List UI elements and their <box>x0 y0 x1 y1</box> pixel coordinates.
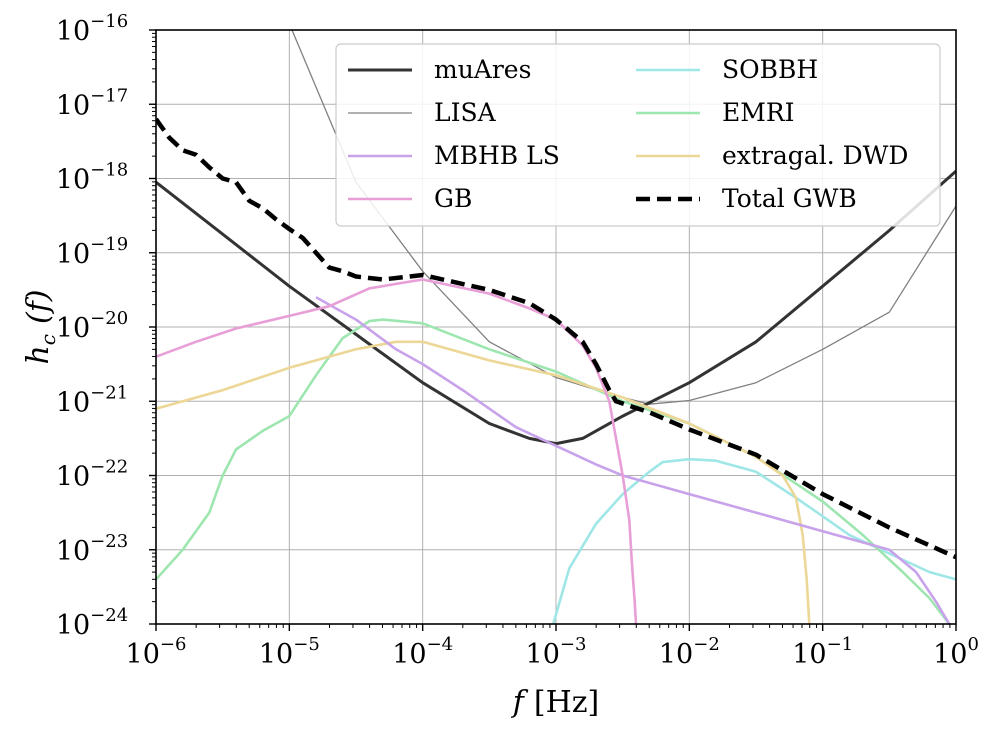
y-tick-label: 10−17 <box>56 85 128 121</box>
series-extragal-dwd <box>156 340 811 624</box>
y-tick-label: 10−16 <box>56 11 128 47</box>
y-tick-label: 10−24 <box>56 605 128 641</box>
legend-label: SOBBH <box>722 55 818 84</box>
series-emri <box>156 318 951 624</box>
legend-label: EMRI <box>722 98 795 127</box>
legend-label: Total GWB <box>722 184 857 213</box>
y-tick-label: 10−23 <box>56 531 128 567</box>
series-mbhb-ls <box>315 296 951 624</box>
legend-label: muAres <box>434 55 531 84</box>
x-tick-label: 100 <box>933 634 979 670</box>
legend-label: GB <box>434 184 472 213</box>
x-tick-label: 10−5 <box>259 634 320 670</box>
y-tick-label: 10−19 <box>56 234 128 270</box>
y-tick-label: 10−21 <box>56 382 128 418</box>
legend-label: LISA <box>434 98 497 127</box>
legend-box <box>335 43 941 227</box>
x-tick-label: 10−6 <box>126 634 187 670</box>
tick-labels: 10−6 10−5 10−4 10−3 10−2 10−1 100 10−24 10−23 10−… <box>56 11 979 670</box>
series-total-gwb <box>156 117 956 560</box>
x-tick-label: 10−2 <box>659 634 720 670</box>
series-muares <box>156 169 956 446</box>
legend: muAres LISA MBHB LS GB SOBBH EMRI extragal. DW… <box>335 43 941 227</box>
x-tick-label: 10−3 <box>526 634 587 670</box>
y-tick-label: 10−22 <box>56 457 128 493</box>
y-tick-label: 10−18 <box>56 160 128 196</box>
y-axis-label: hc(f) <box>21 289 60 364</box>
x-tick-label: 10−1 <box>792 634 853 670</box>
ticks <box>149 29 957 631</box>
series-gb <box>156 278 638 624</box>
legend-label: extragal. DWD <box>722 141 908 170</box>
legend-label: MBHB LS <box>434 141 560 170</box>
x-axis-label: f [Hz] <box>511 685 600 720</box>
series-layer <box>156 30 956 624</box>
x-tick-label: 10−4 <box>392 634 453 670</box>
y-tick-label: 10−20 <box>56 308 128 344</box>
